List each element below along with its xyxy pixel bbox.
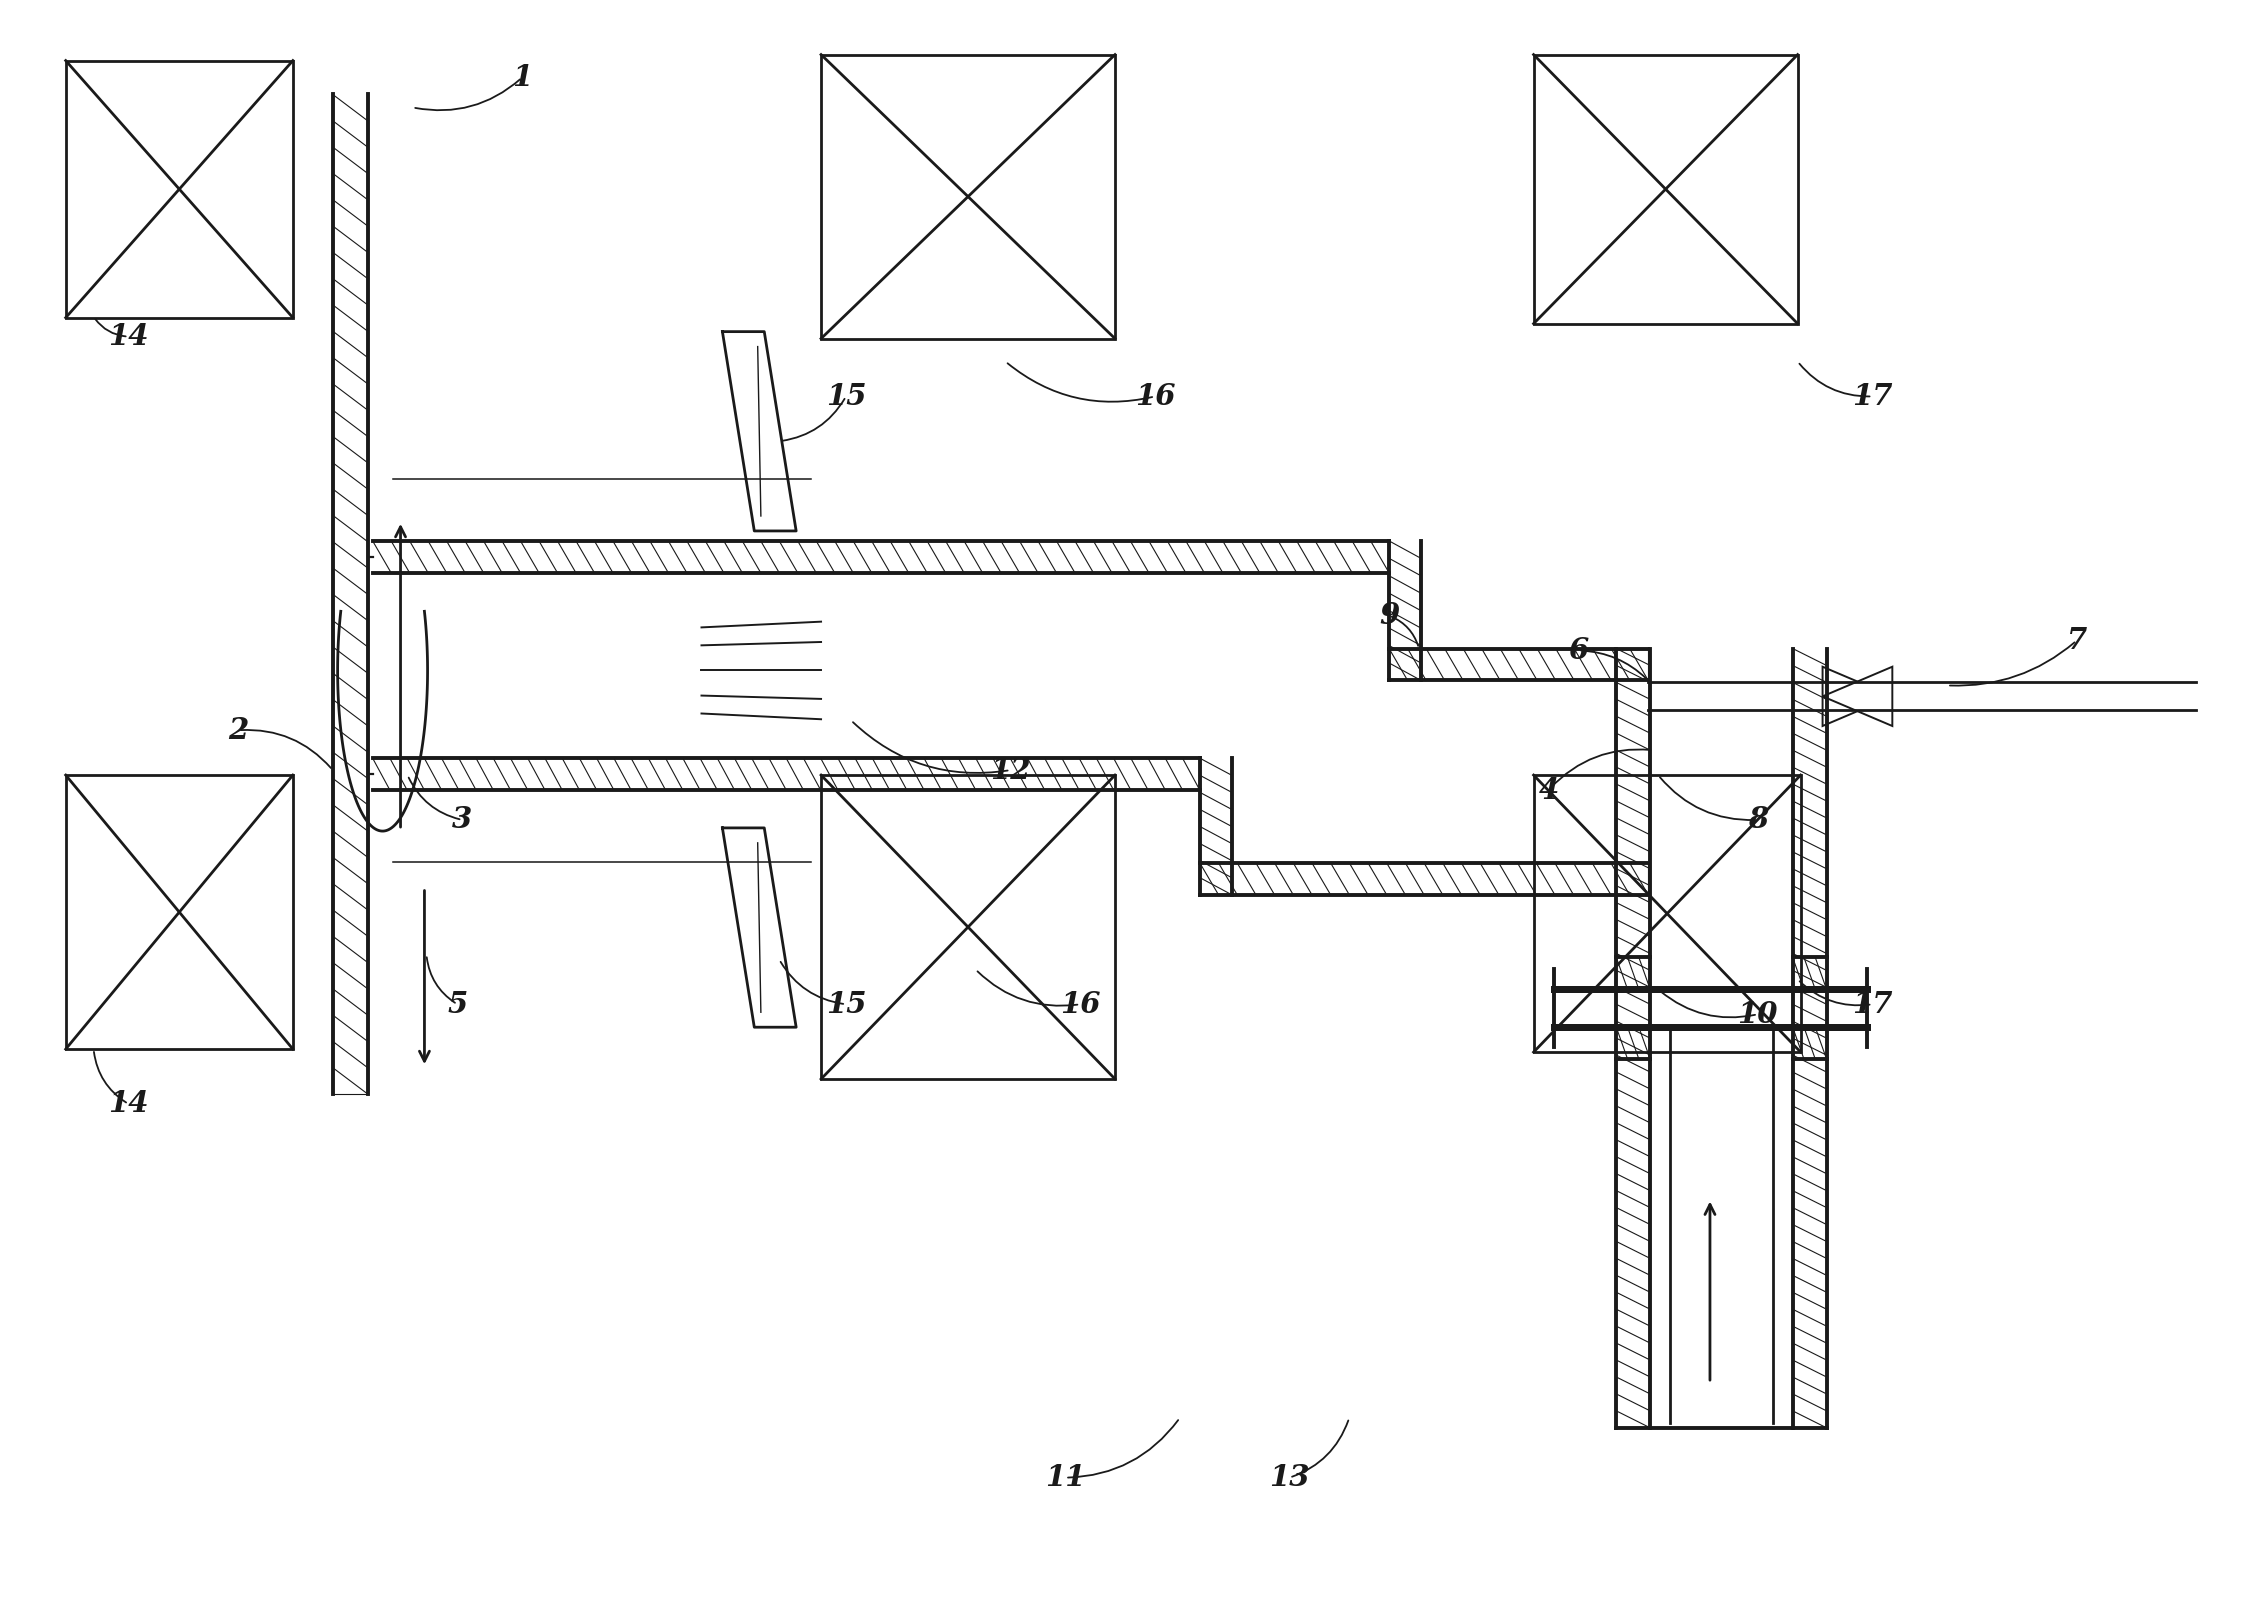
Text: 15: 15 bbox=[827, 382, 865, 411]
Text: 16: 16 bbox=[1136, 382, 1176, 411]
Text: 14: 14 bbox=[108, 1090, 149, 1118]
Text: 9: 9 bbox=[1379, 602, 1399, 630]
Text: 12: 12 bbox=[989, 755, 1030, 784]
Text: 14: 14 bbox=[108, 322, 149, 350]
Text: 15: 15 bbox=[827, 990, 865, 1019]
Text: 8: 8 bbox=[1748, 805, 1769, 835]
Bar bbox=[820, 774, 1115, 1078]
Text: 17: 17 bbox=[1852, 382, 1893, 411]
Text: 5: 5 bbox=[446, 990, 466, 1019]
Bar bbox=[65, 61, 293, 318]
Text: 17: 17 bbox=[1852, 990, 1893, 1019]
Text: 7: 7 bbox=[2066, 626, 2086, 654]
Text: 3: 3 bbox=[453, 805, 473, 835]
Bar bbox=[65, 774, 293, 1050]
Polygon shape bbox=[1823, 667, 1893, 726]
Text: 16: 16 bbox=[1059, 990, 1099, 1019]
Polygon shape bbox=[1823, 667, 1893, 726]
Text: 6: 6 bbox=[1568, 637, 1588, 666]
Bar bbox=[1534, 774, 1800, 1053]
Text: 1: 1 bbox=[511, 62, 532, 93]
Bar bbox=[820, 54, 1115, 339]
Text: 10: 10 bbox=[1737, 1000, 1778, 1029]
Text: 11: 11 bbox=[1045, 1462, 1086, 1493]
Text: 13: 13 bbox=[1268, 1462, 1309, 1493]
Text: 2: 2 bbox=[228, 715, 248, 744]
Bar bbox=[1534, 54, 1798, 323]
Text: 4: 4 bbox=[1539, 776, 1559, 805]
